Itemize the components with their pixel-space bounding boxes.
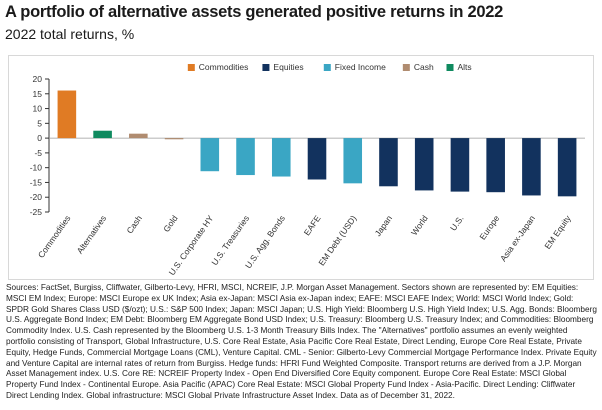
bar-eafe xyxy=(307,138,327,180)
bar-u-s-corporate-hy xyxy=(200,138,220,172)
x-tick-label-commodities: Commodities xyxy=(36,213,73,259)
legend-swatch-alts xyxy=(446,64,454,71)
y-tick-label: -15 xyxy=(30,177,43,187)
chart-title: A portfolio of alternative assets genera… xyxy=(5,3,503,21)
y-tick-label: 5 xyxy=(37,118,42,128)
bar-commodities xyxy=(57,90,77,139)
legend-label-alts: Alts xyxy=(458,62,472,72)
y-tick-label: -20 xyxy=(30,192,43,202)
bar-u-s-agg-bonds xyxy=(271,138,291,177)
bar-u-s xyxy=(450,138,470,192)
y-tick-label: -10 xyxy=(30,163,43,173)
bar-em-debt-usd xyxy=(343,138,363,184)
y-tick-label: 15 xyxy=(33,89,43,99)
legend-swatch-fixed-income xyxy=(323,64,331,71)
x-tick-label-em-debt-usd: EM Debt (USD) xyxy=(316,213,358,267)
source-note: Sources: FactSet, Burgiss, Cliffwater, G… xyxy=(6,283,597,400)
y-tick-label: -25 xyxy=(30,207,43,217)
x-tick-label-asia-ex-japan: Asia ex-Japan xyxy=(498,213,537,263)
y-tick-label: 10 xyxy=(33,104,43,114)
x-tick-label-u-s-treasuries: U.S. Treasuries xyxy=(209,213,251,267)
x-tick-label-gold: Gold xyxy=(161,213,180,234)
legend-label-commodities: Commodities xyxy=(199,62,249,72)
legend-swatch-cash xyxy=(402,64,410,71)
x-tick-label-world: World xyxy=(409,213,430,237)
legend-swatch-commodities xyxy=(187,64,195,71)
bar-em-equity xyxy=(557,138,577,197)
bar-asia-ex-japan xyxy=(522,138,541,196)
legend-swatch-equities xyxy=(262,64,270,71)
bar-world xyxy=(414,138,434,191)
y-tick-label: -5 xyxy=(34,148,42,158)
chart-frame: 20 15 10 5 0 -5 -10 -15 -20 -25 Commodities Alterna… xyxy=(8,55,594,280)
bar-alternatives xyxy=(93,130,112,139)
y-tick-label: 0 xyxy=(37,133,42,143)
bar-u-s-treasuries xyxy=(236,138,255,176)
x-tick-label-u-s-agg-bonds: U.S. Agg. Bonds xyxy=(243,213,287,270)
bar-gold xyxy=(164,138,184,140)
legend-label-fixed-income: Fixed Income xyxy=(335,62,386,72)
legend-label-equities: Equities xyxy=(273,62,303,72)
chart-subtitle: 2022 total returns, % xyxy=(5,26,135,42)
bar-cash xyxy=(129,133,148,139)
x-tick-label-japan: Japan xyxy=(373,213,395,238)
legend-label-cash: Cash xyxy=(414,62,434,72)
x-tick-label-cash: Cash xyxy=(124,213,144,235)
x-tick-label-em-equity: EM Equity xyxy=(542,213,573,251)
bar-europe xyxy=(486,138,505,193)
x-tick-label-eafe: EAFE xyxy=(302,213,323,237)
y-tick-label: 20 xyxy=(33,74,43,84)
x-tick-label-u-s: U.S. xyxy=(448,213,466,232)
x-tick-label-alternatives: Alternatives xyxy=(75,213,109,255)
x-tick-label-europe: Europe xyxy=(477,213,501,241)
bar-japan xyxy=(379,138,398,187)
